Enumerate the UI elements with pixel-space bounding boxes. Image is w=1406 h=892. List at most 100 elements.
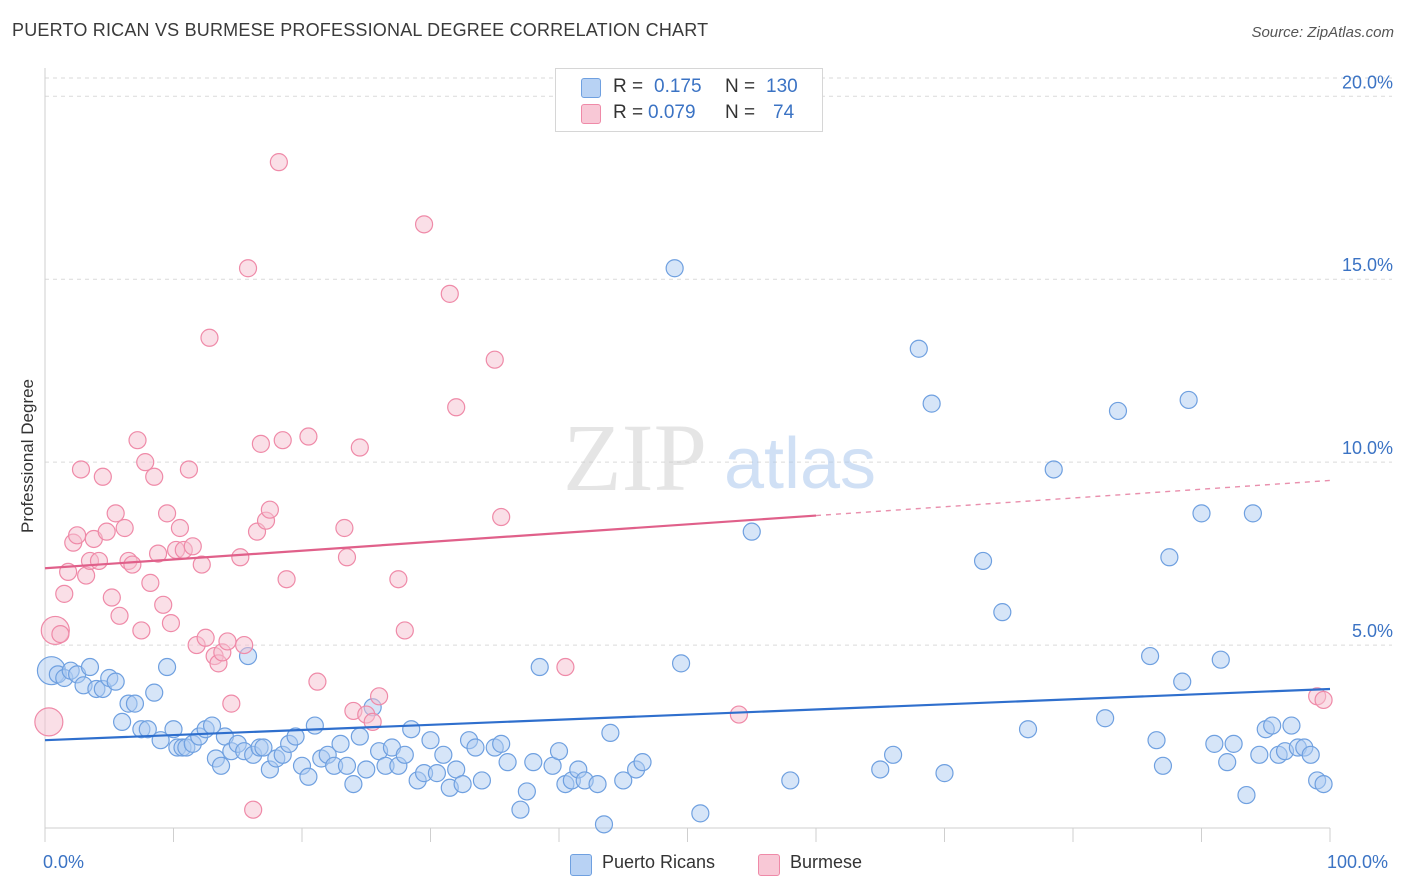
n-label: N = <box>725 76 756 97</box>
burmese-point <box>136 453 155 472</box>
puerto-rican-point <box>935 764 954 783</box>
burmese-point <box>308 672 327 691</box>
y-tick-label: 20.0% <box>1342 72 1393 92</box>
puerto-rican-point <box>427 764 447 783</box>
burmese-point <box>93 467 112 486</box>
burmese-point <box>350 438 369 457</box>
r-label: R = <box>613 102 644 123</box>
puerto-rican-point <box>434 745 453 764</box>
burmese-point <box>251 434 270 453</box>
puerto-rican-point <box>1140 646 1160 666</box>
n-value: 130 <box>766 76 798 97</box>
puerto-rican-point <box>357 760 376 779</box>
burmese-point <box>556 657 575 677</box>
puerto-rican-point <box>1147 731 1166 750</box>
burmese-point <box>132 621 151 640</box>
puerto-rican-point <box>305 716 324 735</box>
puerto-ricans-swatch <box>570 854 592 876</box>
burmese-point <box>71 460 91 479</box>
watermark-zip: ZIP <box>563 404 707 511</box>
puerto-rican-point <box>909 339 928 358</box>
burmese-point <box>157 504 177 523</box>
puerto-rican-trend-line <box>44 687 1331 742</box>
puerto-rican-point <box>691 804 710 823</box>
puerto-rican-point <box>344 774 363 794</box>
puerto-rican-point <box>125 694 145 713</box>
puerto-rican-point <box>511 800 530 819</box>
burmese-swatch <box>758 854 780 876</box>
burmese-point <box>370 687 389 706</box>
puerto-rican-point <box>492 734 511 753</box>
burmese-point <box>273 431 292 450</box>
burmese-point <box>192 555 211 574</box>
puerto-rican-point <box>80 657 100 677</box>
watermark: ZIP atlas <box>563 404 876 511</box>
burmese-point <box>729 705 749 724</box>
puerto-rican-point <box>1218 753 1237 772</box>
puerto-rican-point <box>594 815 614 834</box>
burmese-point <box>447 398 466 417</box>
puerto-rican-point <box>601 723 620 742</box>
puerto-rican-point <box>1224 734 1243 753</box>
chart-title: PUERTO RICAN VS BURMESE PROFESSIONAL DEG… <box>12 20 709 40</box>
puerto-rican-point <box>286 727 305 746</box>
puerto-rican-point <box>1153 756 1173 775</box>
puerto-rican-point <box>871 760 890 779</box>
r-label: R = <box>613 76 644 97</box>
puerto-rican-point <box>1096 709 1115 728</box>
burmese-point <box>123 555 142 574</box>
burmese-point <box>141 573 160 592</box>
puerto-rican-point <box>530 657 549 677</box>
stats-legend-box: R = 0.175 N = 130 R = 0.079 N = 74 <box>555 68 823 132</box>
burmese-point <box>1314 690 1333 710</box>
puerto-rican-point <box>1237 785 1256 805</box>
source-note: Source: ZipAtlas.com <box>1251 24 1394 41</box>
burmese-point <box>148 544 168 563</box>
burmese-point <box>34 707 64 737</box>
puerto-rican-point <box>1173 672 1192 691</box>
puerto-rican-point <box>549 742 569 761</box>
puerto-rican-point <box>453 774 472 794</box>
burmese-point <box>97 522 116 541</box>
puerto-rican-point <box>164 720 183 739</box>
y-tick-label: 15.0% <box>1342 255 1393 275</box>
burmese-point <box>395 621 414 640</box>
puerto-rican-point <box>211 756 231 775</box>
puerto-rican-point <box>588 774 607 794</box>
burmese-swatch <box>581 104 601 124</box>
puerto-rican-point <box>145 683 164 702</box>
burmese-point <box>218 632 237 651</box>
puerto-rican-point <box>1179 390 1198 410</box>
puerto-rican-point <box>742 522 761 541</box>
burmese-point <box>235 635 254 655</box>
puerto-rican-point <box>973 551 993 571</box>
burmese-point <box>68 526 87 545</box>
puerto-rican-point <box>633 753 652 772</box>
puerto-rican-point <box>517 782 536 801</box>
burmese-point <box>51 624 70 644</box>
puerto-rican-point <box>1192 504 1211 523</box>
burmese-point <box>179 460 199 479</box>
burmese-point <box>277 570 296 589</box>
burmese-point <box>244 800 263 819</box>
burmese-point <box>337 548 357 567</box>
burmese-point <box>389 570 408 589</box>
puerto-rican-point <box>138 720 157 739</box>
puerto-rican-point <box>883 745 903 764</box>
burmese-point <box>222 694 241 713</box>
puerto-rican-point <box>614 771 633 790</box>
watermark-atlas: atlas <box>724 424 876 504</box>
burmese-point <box>231 548 250 567</box>
puerto-rican-point <box>781 771 800 790</box>
burmese-point <box>161 614 181 633</box>
puerto-rican-point <box>112 712 132 732</box>
burmese-point <box>335 518 354 538</box>
points-layer <box>34 153 1333 834</box>
puerto-rican-point <box>299 767 318 786</box>
puerto-rican-point <box>337 756 357 775</box>
puerto-rican-point <box>498 753 517 772</box>
puerto-rican-point <box>993 603 1012 622</box>
burmese-point <box>154 595 173 614</box>
legend-label: Burmese <box>790 852 863 872</box>
legend-label: Puerto Ricans <box>602 852 716 872</box>
